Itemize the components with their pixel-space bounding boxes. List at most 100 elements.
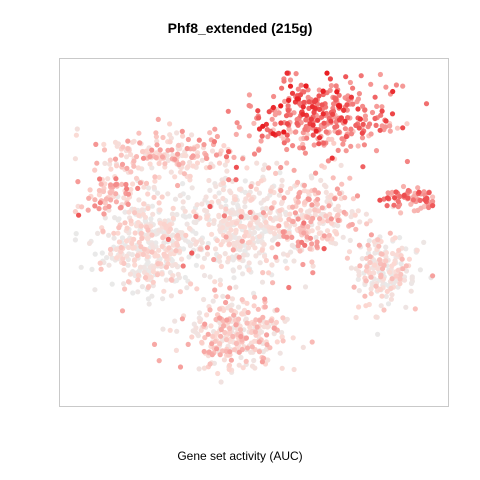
data-point [184, 221, 190, 227]
data-point [207, 164, 213, 170]
data-point [216, 190, 222, 196]
data-point [92, 197, 98, 203]
data-point [237, 223, 244, 229]
data-point [196, 366, 202, 372]
data-point [123, 238, 130, 244]
data-point [159, 271, 165, 277]
data-point [180, 199, 186, 205]
data-point [246, 133, 252, 139]
data-point [365, 242, 371, 248]
data-point [368, 291, 374, 297]
data-point [395, 198, 401, 205]
data-point [212, 287, 218, 293]
data-point [105, 176, 111, 182]
data-point [261, 197, 267, 203]
data-point [330, 111, 336, 117]
data-point [361, 142, 367, 148]
data-point [281, 195, 287, 201]
data-point [252, 329, 258, 335]
data-point [323, 213, 329, 219]
data-point [355, 276, 361, 282]
data-point [240, 156, 246, 162]
data-point [230, 247, 236, 253]
data-point [364, 221, 370, 227]
data-point [108, 166, 114, 172]
data-point [347, 79, 353, 86]
data-point [101, 147, 108, 153]
data-point [300, 344, 306, 350]
data-point [399, 256, 405, 262]
data-point [257, 317, 263, 323]
data-point [371, 270, 377, 276]
data-point [362, 293, 368, 299]
data-point [328, 216, 334, 222]
data-point [201, 142, 207, 148]
data-point [359, 135, 366, 141]
data-point [92, 251, 98, 257]
data-point [311, 109, 317, 115]
data-point [201, 255, 207, 261]
data-point [266, 165, 272, 171]
data-point [400, 183, 407, 190]
data-point [430, 198, 436, 205]
data-point [430, 273, 436, 279]
data-point [87, 187, 93, 193]
data-point [262, 304, 268, 310]
data-point [160, 326, 166, 332]
data-point [138, 244, 144, 250]
data-point [396, 247, 402, 253]
data-point [217, 282, 223, 288]
plot-frame [59, 58, 449, 407]
data-point [175, 182, 181, 189]
data-point [226, 330, 233, 336]
data-point [130, 245, 136, 251]
data-point [269, 237, 276, 243]
data-point [189, 334, 195, 340]
data-point [289, 90, 296, 96]
data-point [313, 97, 319, 103]
data-point [113, 191, 119, 197]
data-point [160, 235, 166, 241]
data-point [123, 181, 129, 188]
data-point [277, 170, 283, 176]
data-point [300, 145, 306, 151]
data-point [216, 160, 223, 166]
data-point [326, 136, 332, 142]
data-point [378, 274, 384, 280]
chart-title: Phf8_extended (215g) [167, 20, 313, 36]
data-point [421, 239, 427, 245]
data-point [321, 140, 327, 146]
data-point [401, 192, 407, 198]
data-point [188, 281, 194, 287]
data-point [183, 214, 189, 220]
data-point [112, 139, 119, 145]
data-point [269, 262, 275, 268]
data-point [267, 215, 273, 221]
data-point [132, 230, 138, 236]
data-point [383, 84, 389, 90]
data-point [342, 118, 348, 124]
data-point [179, 256, 185, 262]
data-point [107, 161, 113, 167]
data-point [201, 348, 207, 355]
data-point [210, 333, 216, 339]
data-point [211, 139, 217, 145]
data-point [279, 183, 285, 189]
data-point [404, 121, 410, 127]
data-point [172, 196, 179, 202]
data-point [416, 189, 422, 195]
data-point [314, 239, 320, 245]
data-point [187, 243, 193, 249]
data-point [220, 348, 226, 354]
data-point [160, 134, 166, 141]
data-point [155, 261, 161, 267]
data-point [233, 220, 239, 226]
data-point [417, 197, 423, 203]
data-point [319, 163, 325, 169]
data-point [194, 202, 200, 208]
data-point [377, 197, 383, 203]
data-point [383, 293, 389, 299]
data-point [235, 304, 242, 310]
data-point [147, 154, 153, 160]
data-point [284, 70, 290, 76]
